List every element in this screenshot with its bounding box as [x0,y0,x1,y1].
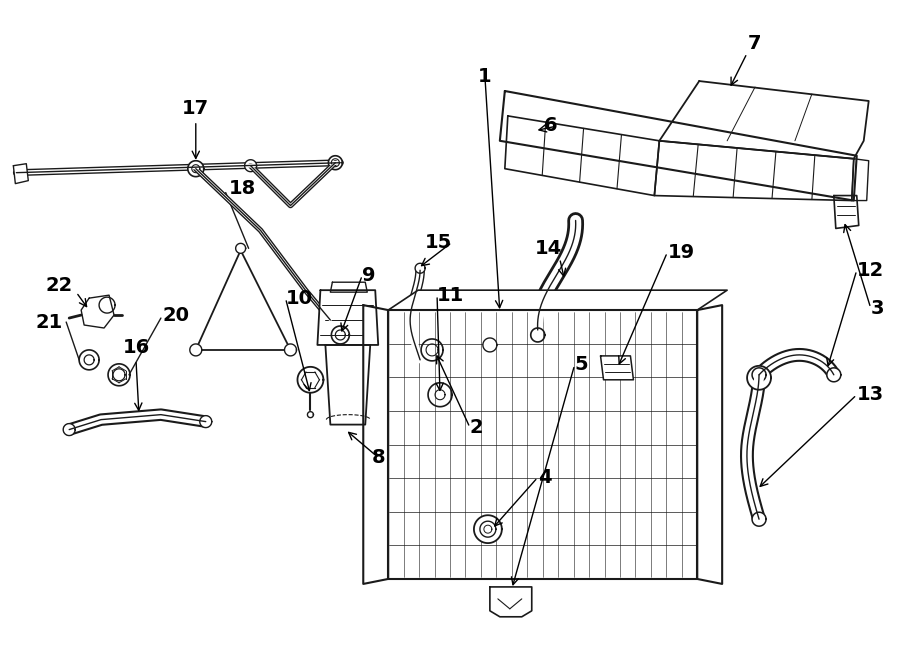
Polygon shape [81,295,114,328]
Polygon shape [421,339,443,361]
Text: 2: 2 [470,418,483,437]
Text: 22: 22 [46,276,73,295]
Polygon shape [364,305,388,584]
Text: 3: 3 [870,299,884,317]
Text: 18: 18 [229,179,256,198]
Text: 6: 6 [544,116,558,136]
Polygon shape [188,161,203,176]
Polygon shape [752,512,766,526]
Text: 12: 12 [857,260,884,280]
Polygon shape [99,297,115,313]
Polygon shape [654,141,854,200]
Text: 8: 8 [372,448,385,467]
Text: 20: 20 [163,305,190,325]
Polygon shape [79,350,99,370]
Polygon shape [326,345,370,424]
Polygon shape [428,383,452,407]
Polygon shape [531,328,544,342]
Polygon shape [318,290,378,345]
Polygon shape [388,290,727,310]
Text: 16: 16 [122,338,149,358]
Polygon shape [474,515,502,543]
Text: 21: 21 [36,313,63,332]
Polygon shape [500,91,857,200]
Polygon shape [245,160,256,172]
Polygon shape [236,243,246,253]
Polygon shape [833,196,859,229]
Polygon shape [660,81,868,159]
Text: 13: 13 [857,385,884,405]
Polygon shape [108,364,130,386]
Polygon shape [851,159,868,200]
Text: 11: 11 [437,286,464,305]
Text: 15: 15 [425,233,452,252]
Text: 9: 9 [363,266,376,285]
Polygon shape [388,310,698,579]
Polygon shape [200,416,212,428]
Polygon shape [330,282,367,292]
Polygon shape [827,368,841,382]
Polygon shape [415,263,425,273]
Text: 14: 14 [535,239,562,258]
Text: 5: 5 [574,356,589,374]
Text: 7: 7 [747,34,760,53]
Polygon shape [328,156,342,170]
Polygon shape [698,305,722,584]
Text: 1: 1 [478,67,491,85]
Text: 19: 19 [667,243,695,262]
Polygon shape [490,587,532,617]
Polygon shape [63,424,76,436]
Text: 10: 10 [285,289,312,307]
Polygon shape [331,326,349,344]
Text: 17: 17 [182,99,210,118]
Polygon shape [308,412,313,418]
Text: 4: 4 [537,468,552,487]
Polygon shape [14,164,28,184]
Polygon shape [190,344,202,356]
Polygon shape [284,344,296,356]
Polygon shape [600,356,634,380]
Polygon shape [483,338,497,352]
Polygon shape [752,368,766,382]
Polygon shape [298,367,323,393]
Polygon shape [747,366,771,390]
Polygon shape [505,116,660,196]
